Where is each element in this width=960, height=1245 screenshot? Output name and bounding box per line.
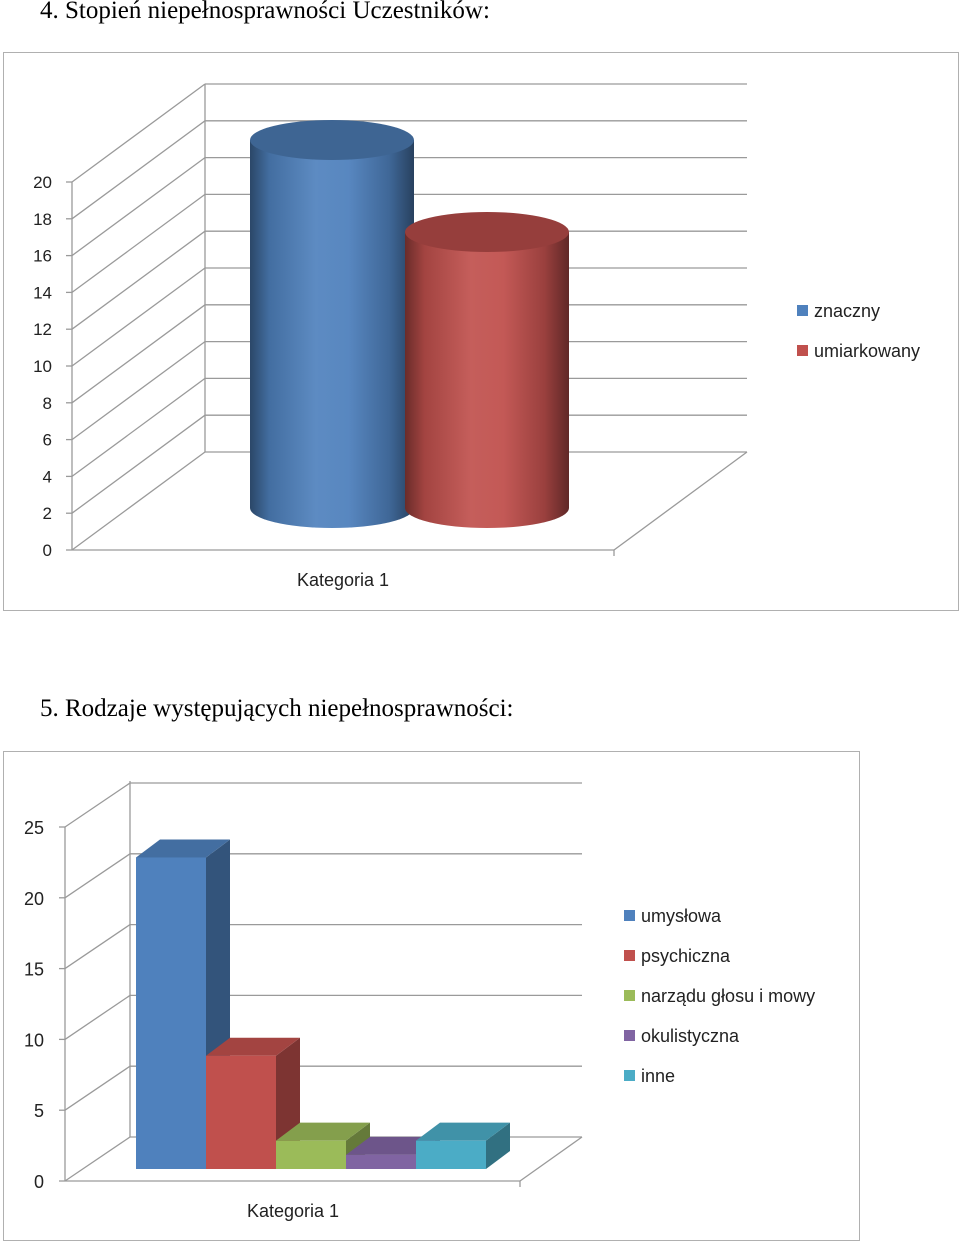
chart-2-bar-top bbox=[276, 1122, 370, 1141]
chart-1-bar-body bbox=[405, 232, 569, 528]
chart-1-y-tick-label: 6 bbox=[43, 431, 52, 450]
chart-1-y-tick-label: 20 bbox=[33, 173, 52, 192]
chart-1-side-gridline bbox=[71, 451, 206, 551]
chart-1-legend-label: znaczny bbox=[814, 301, 880, 321]
chart-1-y-tick-label: 16 bbox=[33, 247, 52, 266]
chart-1-y-tick-label: 8 bbox=[43, 394, 52, 413]
chart-2-bar-front bbox=[346, 1154, 416, 1169]
chart-1-svg: 0 2 4 6 8 10 12 14 16 18 20 Kategoria 1 znaczny umiar… bbox=[33, 83, 920, 590]
chart-2-floor-right-edge bbox=[519, 1136, 583, 1182]
chart-1-side-gridline bbox=[71, 83, 206, 183]
chart-1-side-gridline bbox=[71, 193, 206, 293]
chart-1-side-gridline bbox=[71, 267, 206, 367]
chart-2-y-tick-label: 5 bbox=[34, 1101, 44, 1121]
chart-2-bar-umysłowa bbox=[136, 839, 230, 1169]
chart-2-legend-swatch bbox=[624, 1030, 635, 1041]
chart-2-heading: 5. Rodzaje występujących niepełnosprawno… bbox=[40, 695, 514, 722]
chart-2-bar-top bbox=[136, 839, 230, 858]
chart-2-y-tick-label: 10 bbox=[24, 1030, 44, 1050]
chart-1-floor-right-edge bbox=[613, 451, 748, 551]
chart-2-bar-inne bbox=[416, 1122, 510, 1169]
chart-1-legend-label: umiarkowany bbox=[814, 341, 920, 361]
chart-2-bar-psychiczna bbox=[206, 1037, 300, 1169]
chart-2-y-tick-label: 15 bbox=[24, 960, 44, 980]
chart-2-bar-front bbox=[416, 1140, 486, 1169]
chart-1-y-tick-label: 14 bbox=[33, 283, 52, 302]
chart-2-side-gridline bbox=[64, 924, 131, 970]
chart-2-legend-label: okulistyczna bbox=[641, 1026, 740, 1046]
chart-2-bar-front bbox=[136, 857, 206, 1169]
chart-1-y-tick-label: 18 bbox=[33, 210, 52, 229]
chart-2-side-gridline bbox=[64, 1065, 131, 1111]
chart-2-y-tick-label: 25 bbox=[24, 818, 44, 838]
chart-2-bar-top bbox=[206, 1037, 300, 1056]
chart-2-legend-label: psychiczna bbox=[641, 946, 731, 966]
chart-2-y-tick-label: 0 bbox=[34, 1172, 44, 1192]
chart-1-legend-swatch bbox=[797, 305, 808, 316]
chart-1-side-gridline bbox=[71, 414, 206, 514]
chart-2-bar-side bbox=[486, 1122, 510, 1169]
chart-1-side-gridline bbox=[71, 304, 206, 404]
chart-1-side-gridline bbox=[71, 341, 206, 441]
chart-2-legend-swatch bbox=[624, 950, 635, 961]
chart-2-bar-front bbox=[276, 1140, 346, 1169]
chart-1-bar-body bbox=[250, 140, 414, 528]
chart-2-x-tick-label: Kategoria 1 bbox=[247, 1201, 339, 1221]
chart-2-side-gridline bbox=[64, 853, 131, 899]
chart-1-side-gridline bbox=[71, 230, 206, 330]
chart-1-bar-znaczny bbox=[250, 120, 414, 528]
chart-1-y-tick-label: 2 bbox=[43, 504, 52, 523]
chart-2-legend-label: umysłowa bbox=[641, 906, 722, 926]
chart-2-legend-swatch bbox=[624, 990, 635, 1001]
chart-2-legend-label: inne bbox=[641, 1066, 675, 1086]
chart-2-side-gridline bbox=[64, 994, 131, 1040]
chart-1-bar-umiarkowany bbox=[405, 212, 569, 528]
chart-1-y-tick-label: 12 bbox=[33, 320, 52, 339]
chart-2-side-gridline bbox=[64, 782, 131, 828]
chart-1-bar-top bbox=[250, 120, 414, 160]
chart-1-x-tick-label: Kategoria 1 bbox=[297, 570, 389, 590]
chart-2-bar-top bbox=[416, 1122, 510, 1141]
chart-2-legend-swatch bbox=[624, 910, 635, 921]
chart-2-side-gridline bbox=[64, 1136, 131, 1182]
chart-1-heading: 4. Stopień niepełnosprawności Uczestnikó… bbox=[40, 0, 490, 24]
chart-1-y-tick-label: 4 bbox=[43, 467, 52, 486]
chart-2-bar-front bbox=[206, 1055, 276, 1169]
chart-1-legend-swatch bbox=[797, 345, 808, 356]
chart-2-y-tick-label: 20 bbox=[24, 889, 44, 909]
chart-2-legend-label: narządu głosu i mowy bbox=[641, 986, 815, 1006]
chart-1-bar-top bbox=[405, 212, 569, 252]
chart-2-legend-swatch bbox=[624, 1070, 635, 1081]
chart-1-side-gridline bbox=[71, 377, 206, 477]
chart-1-y-tick-label: 0 bbox=[43, 541, 52, 560]
chart-1-side-gridline bbox=[71, 120, 206, 220]
chart-1-side-gridline bbox=[71, 157, 206, 257]
chart-1-y-tick-label: 10 bbox=[33, 357, 52, 376]
